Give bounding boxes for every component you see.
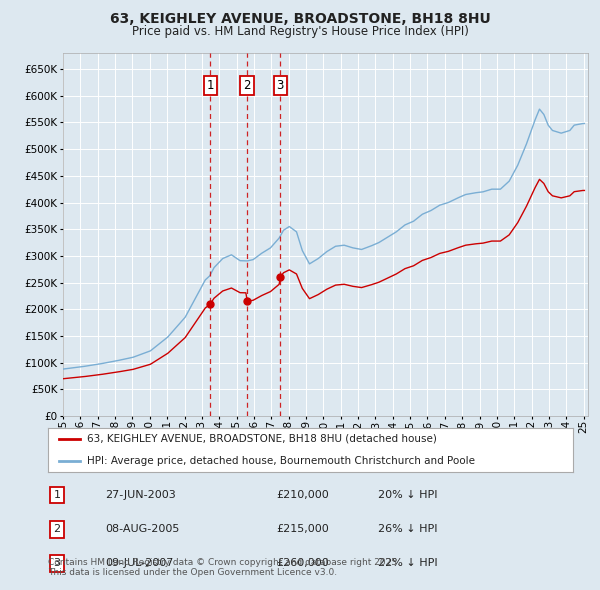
Text: 63, KEIGHLEY AVENUE, BROADSTONE, BH18 8HU (detached house): 63, KEIGHLEY AVENUE, BROADSTONE, BH18 8H…	[88, 434, 437, 444]
Text: 3: 3	[277, 78, 284, 91]
Text: HPI: Average price, detached house, Bournemouth Christchurch and Poole: HPI: Average price, detached house, Bour…	[88, 456, 475, 466]
Text: 2: 2	[53, 525, 61, 534]
Text: Contains HM Land Registry data © Crown copyright and database right 2025.
This d: Contains HM Land Registry data © Crown c…	[48, 558, 400, 577]
Text: £215,000: £215,000	[276, 525, 329, 534]
Text: 3: 3	[53, 559, 61, 568]
Text: 22% ↓ HPI: 22% ↓ HPI	[378, 559, 437, 568]
Text: 63, KEIGHLEY AVENUE, BROADSTONE, BH18 8HU: 63, KEIGHLEY AVENUE, BROADSTONE, BH18 8H…	[110, 12, 490, 26]
Text: 1: 1	[206, 78, 214, 91]
Text: £210,000: £210,000	[276, 490, 329, 500]
Text: 20% ↓ HPI: 20% ↓ HPI	[378, 490, 437, 500]
Text: 27-JUN-2003: 27-JUN-2003	[105, 490, 176, 500]
Text: 2: 2	[243, 78, 251, 91]
Text: Price paid vs. HM Land Registry's House Price Index (HPI): Price paid vs. HM Land Registry's House …	[131, 25, 469, 38]
Text: 08-AUG-2005: 08-AUG-2005	[105, 525, 179, 534]
Text: 1: 1	[53, 490, 61, 500]
Text: £260,000: £260,000	[276, 559, 329, 568]
Text: 09-JUL-2007: 09-JUL-2007	[105, 559, 173, 568]
Text: 26% ↓ HPI: 26% ↓ HPI	[378, 525, 437, 534]
